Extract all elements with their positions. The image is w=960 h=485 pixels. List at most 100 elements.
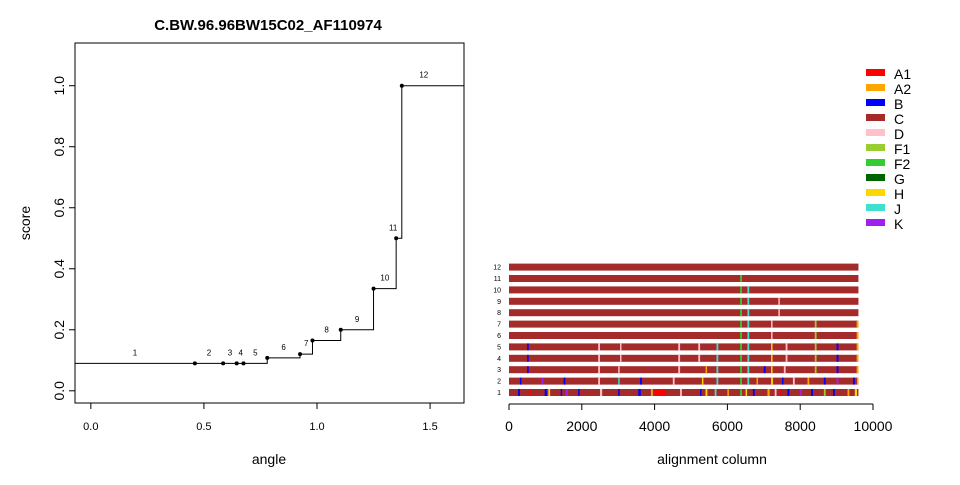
step-point-label: 7 [304, 339, 309, 348]
alignment-segment [716, 343, 719, 351]
step-point-label: 2 [207, 348, 212, 357]
alignment-row: 7 [497, 320, 859, 329]
alignment-row-label: 4 [497, 356, 501, 363]
alignment-segment [823, 389, 826, 396]
alignment-segment [714, 389, 717, 396]
alignment-segment [740, 389, 742, 396]
step-point-label: 9 [355, 315, 360, 324]
alignment-segment [598, 343, 600, 351]
step-point [265, 355, 270, 360]
alignment-segment [672, 377, 675, 385]
legend-swatch [866, 219, 885, 226]
alignment-row: 6 [497, 332, 859, 340]
legend-item: F1 [866, 141, 911, 157]
legend-item: A2 [866, 81, 911, 97]
step-point-label: 10 [380, 274, 389, 283]
y-tick-label: 0.6 [51, 198, 67, 218]
alignment-segment [752, 389, 755, 396]
alignment-segment [716, 366, 719, 374]
alignment-segment [771, 343, 773, 351]
alignment-segment [705, 366, 708, 374]
alignment-segment [700, 389, 702, 396]
x-tick-label: 1.0 [309, 421, 324, 433]
alignment-x-tick-label: 0 [505, 418, 513, 434]
alignment-segment [783, 366, 786, 374]
step-line [75, 85, 464, 364]
legend-item: D [866, 126, 904, 142]
alignment-segment [598, 354, 600, 362]
step-point [192, 361, 197, 366]
alignment-segment [678, 366, 681, 374]
step-point [234, 361, 239, 366]
y-tick-label: 0.2 [51, 320, 67, 340]
step-point-label: 8 [324, 325, 329, 334]
legend-swatch [866, 99, 885, 106]
alignment-segment [598, 377, 600, 385]
alignment-segment [678, 354, 681, 362]
alignment-segment [560, 389, 563, 396]
alignment-row-bar [509, 343, 859, 351]
alignment-row-label: 9 [497, 299, 501, 306]
alignment-segment [518, 389, 520, 396]
alignment-segment [832, 389, 835, 396]
step-point [371, 286, 376, 291]
alignment-segment [740, 354, 742, 362]
legend-label: A1 [894, 66, 911, 82]
alignment-segment [836, 377, 839, 385]
step-point-label: 4 [238, 348, 243, 357]
alignment-segment [811, 389, 813, 396]
alignment-segment [740, 309, 742, 317]
alignment-row: 3 [497, 366, 859, 374]
alignment-segment [856, 366, 859, 374]
alignment-segment [716, 354, 719, 362]
alignment-segment [836, 343, 839, 351]
alignment-segment [563, 377, 566, 385]
alignment-segment [698, 354, 701, 362]
alignment-segment [740, 297, 742, 305]
legend-swatch [866, 159, 885, 166]
step-point [298, 352, 303, 357]
legend-item: F2 [866, 156, 911, 172]
alignment-segment [763, 366, 766, 374]
step-point-label: 3 [228, 348, 233, 357]
alignment-row-label: 7 [497, 322, 501, 329]
alignment-segment [745, 389, 748, 396]
y-tick-label: 0.8 [51, 137, 67, 157]
alignment-row-label: 10 [493, 287, 501, 294]
alignment-x-tick-label: 8000 [785, 418, 816, 434]
alignment-segment [618, 389, 620, 396]
legend-item: B [866, 96, 903, 112]
alignment-row: 4 [497, 354, 859, 363]
alignment-segment [747, 354, 750, 362]
alignment-row: 5 [497, 343, 859, 351]
alignment-segment [747, 309, 750, 317]
alignment-segment [527, 354, 529, 362]
alignment-segment [680, 389, 682, 396]
alignment-segment [756, 377, 758, 385]
alignment-segment [856, 354, 859, 362]
legend-item: K [866, 216, 904, 232]
alignment-segment [598, 366, 600, 374]
legend-item: H [866, 186, 904, 202]
alignment-segment [747, 320, 750, 328]
x-tick-label: 1.5 [422, 421, 437, 433]
alignment-row-bar [509, 332, 859, 339]
legend-label: F2 [894, 156, 911, 172]
alignment-row-label: 2 [497, 379, 501, 386]
alignment-segment [767, 389, 770, 396]
step-point-label: 11 [389, 223, 398, 232]
alignment-segment [650, 389, 653, 396]
alignment-x-tick-label: 2000 [566, 418, 597, 434]
legend-label: A2 [894, 81, 911, 97]
step-point-label: 6 [281, 343, 286, 352]
alignment-segment [854, 389, 857, 396]
alignment-segment [716, 377, 719, 385]
y-tick-label: 0.4 [51, 259, 67, 279]
legend-swatch [866, 129, 885, 136]
legend-swatch [866, 84, 885, 91]
alignment-segment [836, 354, 839, 362]
legend-swatch [866, 174, 885, 181]
